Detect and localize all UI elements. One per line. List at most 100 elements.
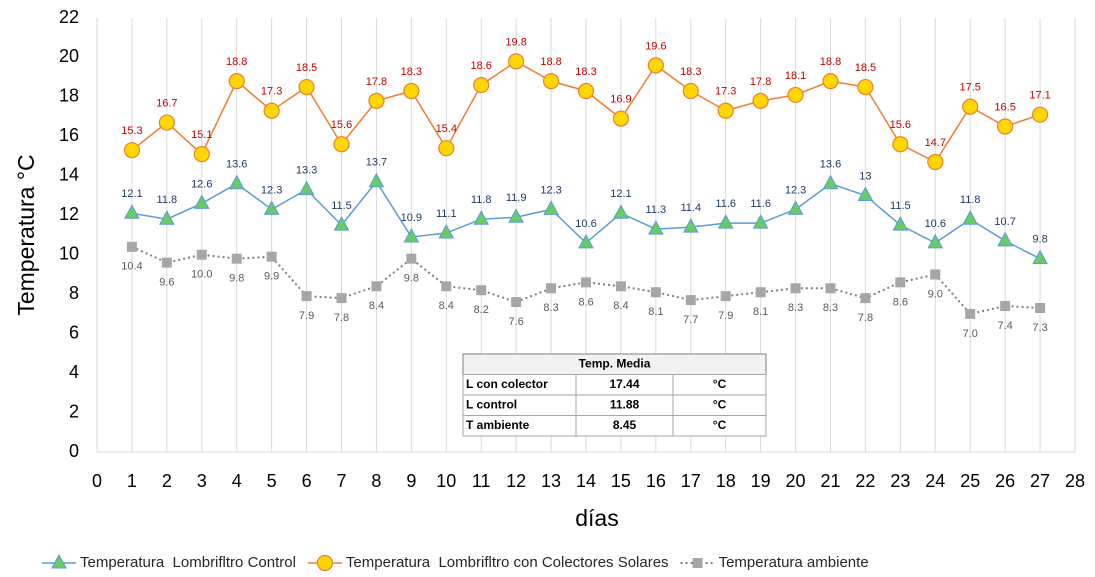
marker — [997, 231, 1013, 247]
marker — [298, 180, 315, 196]
marker — [231, 253, 242, 264]
legend-item: Temperatura ambiente — [680, 554, 869, 571]
marker — [124, 204, 140, 219]
marker — [930, 269, 941, 280]
data-label: 10.7 — [994, 216, 1015, 228]
marker — [542, 73, 560, 90]
x-axis-label: días — [575, 505, 618, 531]
y-tick-label: 2 — [69, 401, 79, 421]
marker — [196, 249, 207, 260]
data-label: 8.3 — [823, 302, 838, 314]
marker — [787, 200, 804, 215]
data-label: 11.6 — [750, 198, 771, 210]
marker — [371, 281, 382, 292]
marker — [543, 200, 559, 215]
marker — [752, 92, 769, 109]
x-tick-label: 20 — [786, 471, 806, 491]
x-tick-label: 7 — [336, 471, 346, 491]
y-tick-label: 10 — [59, 243, 79, 263]
data-label: 13.6 — [226, 159, 247, 171]
y-tick-label: 6 — [69, 322, 79, 342]
data-label: 18.8 — [540, 56, 561, 68]
data-label: 10.6 — [575, 218, 596, 230]
marker — [161, 257, 172, 268]
x-tick-label: 0 — [92, 471, 102, 491]
marker — [962, 98, 979, 115]
data-label: 8.1 — [648, 306, 663, 318]
table-cell-text: °C — [713, 397, 727, 411]
marker — [473, 76, 490, 94]
x-tick-label: 19 — [751, 471, 771, 491]
table-cell-text: 8.45 — [613, 418, 637, 432]
marker — [51, 553, 67, 569]
data-label: 7.6 — [508, 316, 523, 328]
data-label: 18.5 — [296, 62, 317, 74]
data-label: 10.4 — [121, 261, 142, 273]
data-label: 8.3 — [543, 302, 558, 314]
data-label: 18.3 — [575, 66, 596, 78]
x-tick-label: 12 — [506, 471, 526, 491]
marker — [546, 283, 557, 294]
data-label: 17.8 — [750, 76, 771, 88]
marker — [1000, 301, 1011, 312]
marker — [126, 241, 137, 252]
marker — [578, 233, 594, 249]
data-label: 7.9 — [718, 310, 733, 322]
x-tick-label: 15 — [611, 471, 631, 491]
table-title: Temp. Media — [579, 356, 651, 370]
y-tick-label: 4 — [69, 362, 79, 382]
data-label: 16.5 — [994, 101, 1015, 113]
data-label: 18.3 — [401, 66, 422, 78]
x-tick-label: 11 — [472, 471, 491, 491]
x-tick-label: 22 — [855, 471, 875, 491]
marker — [752, 214, 769, 229]
x-tick-label: 2 — [162, 471, 172, 491]
x-tick-label: 10 — [436, 471, 456, 491]
legend-item: Temperatura Lombrifltro con Colectores S… — [307, 554, 669, 572]
data-label: 8.4 — [369, 300, 384, 312]
data-label: 17.3 — [715, 86, 736, 98]
data-label: 11.5 — [331, 200, 352, 212]
data-label: 8.6 — [893, 296, 908, 308]
data-label: 8.1 — [753, 306, 768, 318]
data-label: 8.4 — [439, 300, 454, 312]
x-tick-label: 21 — [820, 471, 840, 491]
x-tick-label: 4 — [232, 471, 242, 491]
y-tick-label: 22 — [59, 7, 79, 27]
data-label: 12.3 — [540, 184, 561, 196]
marker — [403, 227, 420, 243]
marker — [860, 293, 871, 304]
data-label: 17.5 — [960, 82, 981, 94]
data-label: 10.9 — [401, 212, 422, 224]
data-label: 11.8 — [471, 194, 492, 206]
marker — [368, 172, 385, 188]
x-tick-label: 26 — [995, 471, 1015, 491]
marker — [263, 200, 280, 215]
data-label: 9.6 — [159, 277, 174, 289]
legend-item: Temperatura Lombrifltro Control — [42, 553, 296, 571]
marker — [508, 53, 525, 70]
data-label: 17.1 — [1029, 90, 1050, 102]
data-label: 10.0 — [191, 269, 212, 281]
data-label: 8.3 — [788, 302, 803, 314]
data-label: 11.4 — [680, 202, 701, 214]
x-tick-label: 8 — [371, 471, 381, 491]
marker — [298, 78, 315, 96]
marker — [822, 73, 839, 90]
data-label: 11.1 — [436, 208, 457, 220]
marker — [316, 554, 334, 572]
marker — [857, 186, 874, 202]
data-label: 15.6 — [890, 119, 911, 131]
marker — [403, 82, 420, 100]
data-label: 13.7 — [366, 157, 387, 169]
data-label: 15.4 — [436, 123, 457, 135]
data-label: 14.7 — [925, 137, 946, 149]
marker — [692, 558, 703, 568]
data-label: 7.4 — [997, 320, 1012, 332]
marker — [263, 102, 280, 119]
marker — [336, 293, 347, 304]
marker — [962, 210, 979, 225]
marker — [615, 281, 626, 292]
data-label: 19.6 — [645, 40, 666, 52]
